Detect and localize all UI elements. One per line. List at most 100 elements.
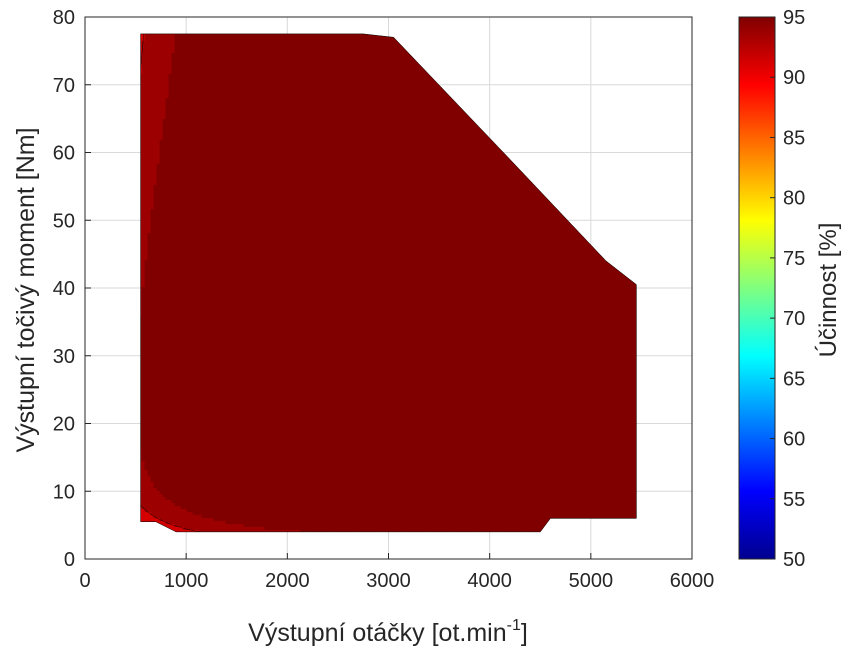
contour-cell (315, 500, 320, 532)
contour-cell (153, 185, 158, 489)
contour-cell (318, 503, 323, 532)
contour-cell (558, 33, 563, 516)
contour-cell (567, 33, 572, 516)
contour-cell (504, 33, 509, 513)
y-tick-label: 50 (53, 210, 75, 232)
contour-cell (219, 521, 224, 532)
contour-cell (300, 500, 305, 532)
contour-cell (255, 98, 260, 486)
contour-cell (174, 527, 179, 532)
contour-cell (246, 482, 251, 528)
contour-cell (180, 527, 185, 532)
y-tick-label: 10 (53, 481, 75, 503)
contour-cell (330, 503, 335, 532)
contour-cell (312, 500, 317, 532)
contour-cell (216, 33, 221, 246)
contour-cell (303, 500, 308, 532)
contour-cell (219, 233, 224, 465)
contour-cell (228, 33, 233, 198)
contour-cell (270, 33, 275, 48)
contour-cell (210, 33, 215, 273)
contour-cell (213, 257, 218, 459)
contour-cell (156, 33, 161, 165)
contour-cell (543, 33, 548, 516)
y-axis-label: Výstupní točivý moment [Nm] (12, 127, 40, 452)
contour-cell (141, 41, 146, 288)
contour-cell (177, 33, 182, 507)
contour-cell (456, 33, 461, 513)
contour-cell (219, 464, 224, 522)
contour-cell (279, 33, 284, 495)
contour-cell (411, 33, 416, 510)
contour-cell (531, 33, 536, 516)
contour-cell (150, 209, 155, 483)
contour-cell (222, 467, 227, 522)
contour-cell (237, 164, 242, 480)
contour-cell (231, 185, 236, 474)
contour-cell (459, 33, 464, 513)
contour-cell (252, 110, 257, 486)
contour-cell (609, 33, 614, 516)
contour-cell (276, 33, 281, 495)
contour-cell (216, 521, 221, 532)
contour-cell (435, 512, 440, 532)
contour-cell (303, 33, 308, 501)
contour-cell (291, 33, 296, 498)
contour-cell (171, 503, 176, 525)
contour-cell (561, 33, 566, 516)
contour-cell (159, 494, 164, 522)
contour-cell (363, 506, 368, 532)
contour-cell (315, 33, 320, 501)
colorbar-tick-label: 70 (783, 308, 805, 330)
contour-cell (438, 33, 443, 513)
contour-cell (213, 521, 218, 532)
contour-cell (546, 33, 551, 516)
contour-cell (210, 272, 215, 453)
contour-cell (498, 512, 503, 532)
contour-cell (399, 509, 404, 532)
contour-cell (144, 33, 149, 261)
contour-cell (423, 33, 428, 513)
contour-cell (447, 512, 452, 532)
contour-cell (591, 33, 596, 516)
contour-cell (258, 33, 263, 90)
contour-cell (294, 530, 299, 532)
contour-cell (549, 33, 554, 516)
contour-cell (270, 47, 275, 492)
contour-cell (195, 530, 200, 532)
colorbar-tick-label: 50 (783, 549, 805, 571)
contour-cell (207, 518, 212, 532)
contour-cell (462, 33, 467, 513)
contour-cell (351, 506, 356, 532)
contour-cell (369, 506, 374, 532)
contour-cell (225, 470, 230, 525)
contour-cell (198, 335, 203, 429)
contour-cell (171, 53, 176, 504)
contour-cell (405, 509, 410, 532)
contour-cell (222, 221, 227, 468)
x-axis-label-end: ] (521, 619, 528, 647)
contour-cell (360, 33, 365, 507)
contour-cell (150, 482, 155, 516)
contour-cell (183, 530, 188, 532)
contour-cell (408, 33, 413, 510)
contour-cell (267, 33, 272, 57)
contour-cell (354, 33, 359, 507)
contour-cell (237, 524, 242, 532)
contour-cell (273, 530, 278, 532)
contour-cell (288, 33, 293, 498)
contour-cell (603, 33, 608, 516)
contour-cell (582, 33, 587, 516)
contour-cell (216, 461, 221, 522)
contour-cell (174, 506, 179, 528)
contour-cell (279, 530, 284, 532)
contour-cell (276, 530, 281, 532)
contour-cell (231, 524, 236, 532)
contour-cell (252, 527, 257, 532)
contour-cell (393, 509, 398, 532)
contour-cell (276, 494, 281, 531)
y-tick-label: 80 (53, 7, 75, 29)
contour-cell (618, 33, 623, 516)
contour-cell (396, 509, 401, 532)
contour-cell (492, 33, 497, 513)
